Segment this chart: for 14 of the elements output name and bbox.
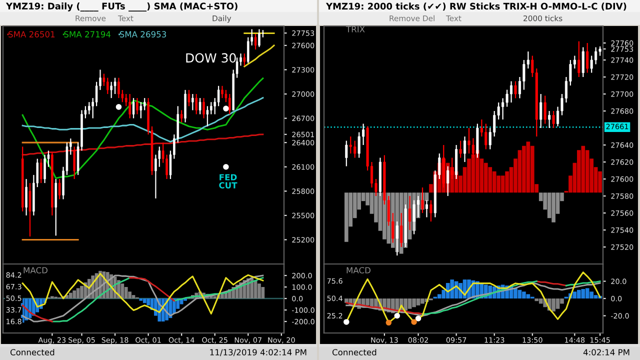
chart-title: YMZ19: Daily (____ FUTs ____) SMA (MAC+STO) — [6, 2, 238, 12]
annotation: MACD — [346, 267, 370, 274]
annotation: MACD — [24, 267, 48, 274]
legend-label: SMA 26953 — [120, 31, 166, 38]
annotation: TRIX — [346, 26, 365, 32]
annotation: DOW 30 — [186, 53, 236, 63]
text: Connected — [332, 348, 376, 356]
chart-title: YMZ19: 2000 ticks (✔✔) RW Sticks TRIX-H O-MMO-L-C (DIV) — [326, 2, 626, 11]
annotation: FED CUT — [219, 174, 238, 188]
legend-label: SMA 26501 — [8, 31, 55, 38]
text: 4:02:14 PM — [583, 349, 630, 356]
text: Connected — [10, 348, 54, 356]
text: 11/13/2019 4:02:14 PM — [210, 349, 306, 356]
legend-label: SMA 27194 — [64, 31, 111, 38]
